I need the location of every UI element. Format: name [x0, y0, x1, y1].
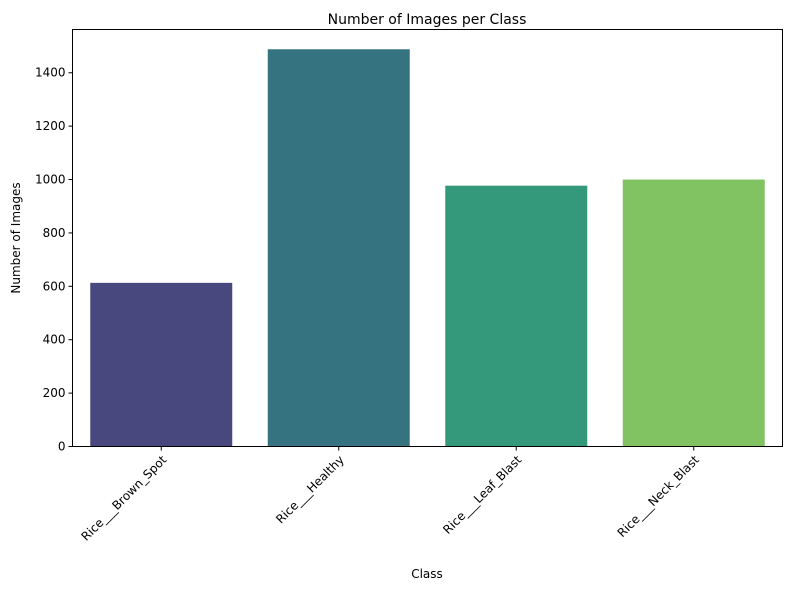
- bar-rice-brown-spot: [90, 282, 233, 447]
- bar-rice-healthy: [267, 49, 410, 447]
- y-tick-label: 600: [43, 279, 66, 293]
- y-tick-label: 1200: [35, 119, 66, 133]
- y-tick-label: 200: [43, 386, 66, 400]
- y-tick-label: 800: [43, 226, 66, 240]
- plot-frame: [72, 29, 783, 447]
- chart-title: Number of Images per Class: [328, 12, 527, 28]
- y-tick-label: 0: [58, 440, 66, 454]
- bar-rice-neck-blast: [622, 179, 765, 447]
- y-axis-label: Number of Images: [9, 182, 23, 293]
- x-tick-label: Rice___Healthy: [273, 453, 347, 527]
- x-tick-label: Rice___Leaf_Blast: [440, 453, 524, 537]
- y-tick-label: 400: [43, 333, 66, 347]
- bars-group: [90, 49, 765, 447]
- x-axis-label: Class: [411, 567, 443, 581]
- y-tick-label: 1000: [35, 173, 66, 187]
- x-tick-label: Rice___Neck_Blast: [615, 453, 702, 540]
- y-tick-label: 1400: [35, 66, 66, 80]
- x-axis-ticks: Rice___Brown_Spot Rice___Healthy Rice___Le…: [78, 446, 702, 544]
- y-axis-ticks: 0 200 400 600 800 1000 1200 1400: [35, 66, 73, 454]
- bar-rice-leaf-blast: [445, 185, 588, 447]
- x-tick-label: Rice___Brown_Spot: [78, 453, 169, 544]
